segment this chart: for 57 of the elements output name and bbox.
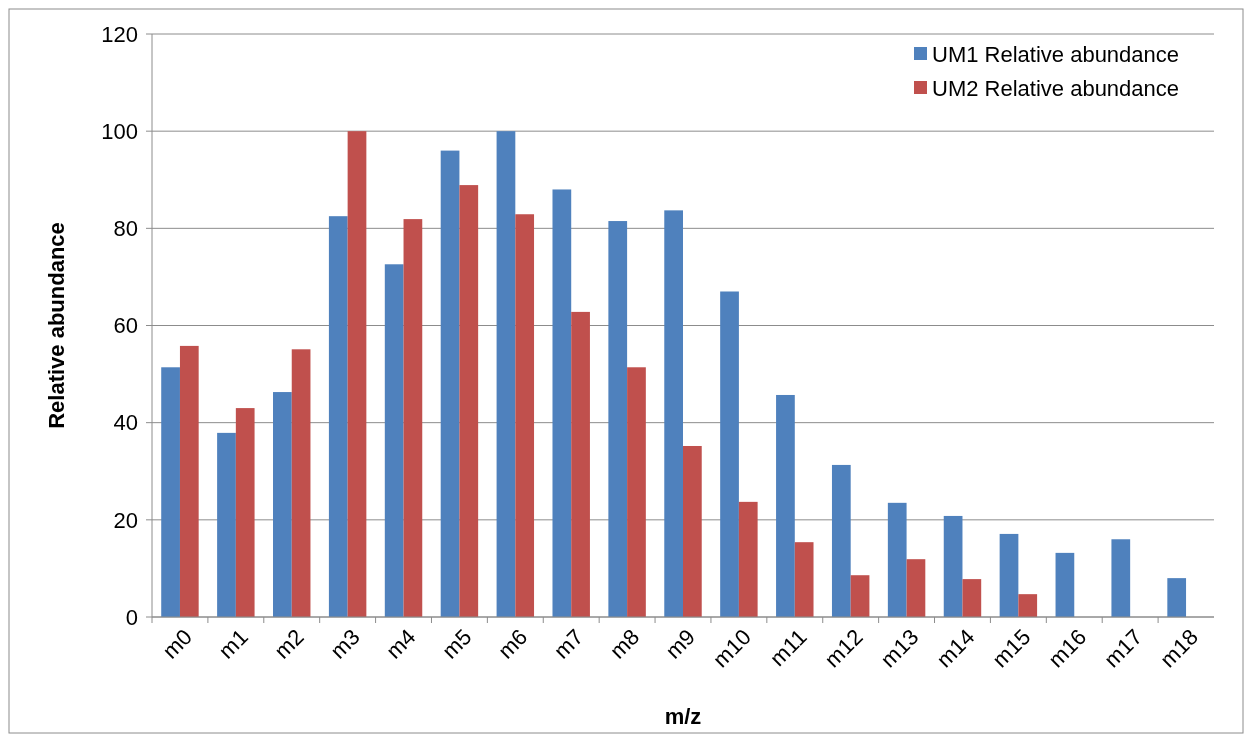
bar bbox=[273, 392, 292, 617]
x-tick-label: m8 bbox=[604, 624, 645, 664]
x-tick-label: m9 bbox=[660, 624, 700, 664]
bar bbox=[683, 445, 702, 617]
bar bbox=[664, 210, 683, 617]
x-tick-label: m4 bbox=[381, 624, 421, 664]
y-tick-label: 120 bbox=[101, 21, 138, 47]
bar bbox=[850, 575, 870, 617]
y-tick-label: 100 bbox=[101, 118, 138, 144]
bar bbox=[459, 185, 479, 617]
bar bbox=[943, 515, 963, 617]
bar bbox=[384, 264, 404, 617]
y-tick-label: 40 bbox=[113, 410, 138, 436]
bar bbox=[235, 408, 255, 617]
bar bbox=[1018, 594, 1038, 617]
x-tick-label: m5 bbox=[437, 624, 477, 664]
legend-label: UM2 Relative abundance bbox=[932, 75, 1180, 101]
legend-label: UM1 Relative abundance bbox=[932, 41, 1180, 67]
x-tick-label: m7 bbox=[548, 624, 589, 664]
bar bbox=[291, 349, 311, 617]
bar bbox=[776, 394, 795, 617]
bar bbox=[738, 501, 758, 617]
x-tick-label: m11 bbox=[764, 624, 812, 672]
bar bbox=[552, 189, 572, 617]
bar bbox=[1055, 552, 1075, 617]
x-tick-label: m3 bbox=[325, 624, 365, 664]
bar bbox=[627, 367, 646, 617]
y-tick-label: 80 bbox=[113, 216, 138, 242]
bar bbox=[403, 219, 423, 617]
bar bbox=[440, 150, 460, 617]
bar bbox=[720, 291, 739, 617]
bar bbox=[161, 367, 180, 617]
bar bbox=[515, 214, 535, 617]
bar bbox=[1167, 578, 1187, 617]
bar bbox=[999, 533, 1019, 617]
x-tick-label: m6 bbox=[493, 624, 533, 664]
bar bbox=[831, 464, 851, 617]
y-tick-label: 0 bbox=[125, 604, 138, 630]
y-axis-title: Relative abundance bbox=[44, 222, 69, 429]
bar bbox=[608, 221, 628, 617]
x-tick-label: m1 bbox=[213, 624, 253, 664]
bar bbox=[347, 131, 367, 617]
bar bbox=[906, 559, 926, 617]
bar bbox=[496, 131, 516, 617]
bar bbox=[887, 502, 907, 617]
y-tick-label: 60 bbox=[113, 313, 138, 339]
y-tick-label: 20 bbox=[113, 507, 138, 533]
bar bbox=[571, 311, 590, 617]
x-axis-title: m/z bbox=[664, 704, 702, 729]
bar bbox=[962, 579, 982, 617]
bar bbox=[1111, 539, 1131, 617]
bar bbox=[794, 542, 814, 617]
bar bbox=[328, 216, 348, 617]
x-tick-label: m0 bbox=[157, 624, 197, 664]
bar bbox=[179, 345, 199, 617]
x-tick-label: m2 bbox=[269, 624, 309, 664]
bar bbox=[217, 432, 236, 617]
